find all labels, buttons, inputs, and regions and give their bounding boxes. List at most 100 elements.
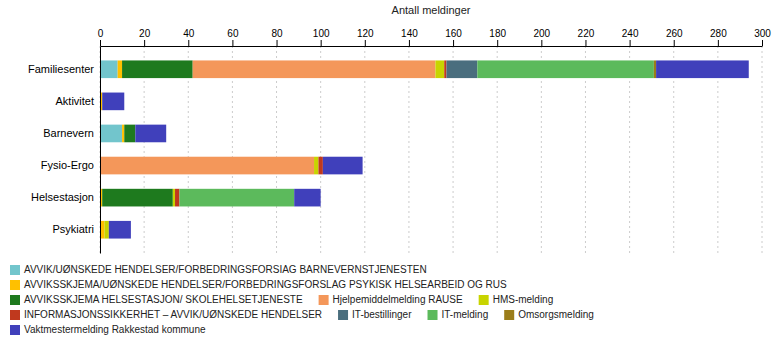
tick-label: Fysio-Ergo [41, 159, 94, 171]
tick: Helsestasjon [31, 191, 100, 203]
bar-segment [318, 157, 322, 175]
bar-segment [314, 157, 318, 175]
tick: 60 [227, 28, 239, 46]
legend: AVVIK/UØNSKEDE HENDELSER/FORBEDRINGSFORS… [10, 264, 594, 335]
tick: 300 [754, 28, 771, 46]
bars [100, 60, 749, 238]
tick-label: Helsestasjon [31, 191, 94, 203]
legend-item: Vaktmestermelding Rakkestad kommune [10, 324, 206, 335]
bar-segment [477, 60, 654, 78]
tick-mark [497, 40, 498, 46]
bar-segment [179, 189, 294, 207]
bar-segment [173, 189, 175, 207]
legend-label: Hjelpemiddelmelding RAUSE [333, 294, 463, 305]
bar-segment [654, 60, 656, 78]
tick-label: 120 [357, 28, 374, 39]
tick-label: 140 [401, 28, 418, 39]
tick-mark [365, 40, 366, 46]
legend-swatch [338, 310, 348, 320]
tick: 160 [445, 28, 462, 46]
legend-swatch [10, 295, 20, 305]
bar-segment [102, 189, 173, 207]
tick-mark [762, 40, 763, 46]
legend-swatch [10, 265, 20, 275]
bar-segment [109, 221, 131, 239]
bar-segment [446, 60, 477, 78]
tick-label: 100 [313, 28, 330, 39]
category-axis: FamiliesenterAktivitetBarnevernFysio-Erg… [28, 47, 101, 254]
legend-label: HMS-melding [493, 294, 554, 305]
bar-segment [122, 125, 124, 143]
bar-segment [100, 157, 314, 175]
bar-segment [435, 60, 444, 78]
tick-label: Familiesenter [28, 63, 94, 75]
legend-item: INFORMASJONSSIKKERHET – AVVIK/UØNSKEDE H… [10, 309, 322, 320]
bar-segment [124, 125, 135, 143]
tick-label: 40 [183, 28, 195, 39]
legend-item: AVVIK/UØNSKEDE HENDELSER/FORBEDRINGSFORS… [10, 264, 427, 275]
legend-swatch [10, 310, 20, 320]
tick-mark [674, 40, 675, 46]
legend-swatch [10, 325, 20, 335]
bar-segment [193, 60, 436, 78]
bar-segment [118, 60, 122, 78]
legend-item: AVVIKSSKJEMA HELSESTASJON/ SKOLEHELSETJE… [10, 294, 303, 305]
tick-label: 20 [139, 28, 151, 39]
legend-swatch [428, 310, 438, 320]
tick-mark [188, 40, 189, 46]
tick-label: 0 [98, 28, 104, 39]
tick: Barnevern [43, 127, 100, 139]
tick-mark [232, 40, 233, 46]
legend-label: Vaktmestermelding Rakkestad kommune [24, 324, 206, 335]
tick: 100 [313, 28, 330, 46]
legend-swatch [479, 295, 489, 305]
grid-line [100, 46, 101, 253]
bar-segment [444, 60, 446, 78]
tick-mark [100, 40, 101, 46]
legend-label: Omsorgsmelding [518, 309, 594, 320]
legend-item: IT-melding [428, 309, 489, 320]
legend-swatch [10, 280, 20, 290]
tick: 280 [710, 28, 727, 46]
tick: 140 [401, 28, 418, 46]
tick-mark [453, 40, 454, 46]
tick: 120 [357, 28, 374, 46]
tick-mark [277, 40, 278, 46]
value-axis: 0204060801001201401601802002202402602803… [98, 28, 772, 47]
legend-item: AVVIKSSKJEMA/UØNSKEDE HENDELSER/FORBEDRI… [10, 279, 507, 290]
tick-label: 200 [533, 28, 550, 39]
legend-label: IT-melding [442, 309, 489, 320]
tick-label: 160 [445, 28, 462, 39]
tick-label: 300 [754, 28, 771, 39]
legend-label: AVVIKSSKJEMA/UØNSKEDE HENDELSER/FORBEDRI… [24, 279, 507, 290]
tick: Familiesenter [28, 63, 100, 75]
tick-label: 80 [271, 28, 283, 39]
grid-line [762, 46, 763, 253]
bar-segment [100, 60, 118, 78]
bar-segment [104, 221, 108, 239]
grid [100, 46, 762, 253]
tick-label: 60 [227, 28, 239, 39]
legend-item: IT-bestillinger [338, 309, 412, 320]
tick: 20 [139, 28, 151, 46]
tick-mark [585, 40, 586, 46]
tick: 80 [271, 28, 283, 46]
axis-title: Antall meldinger [392, 4, 471, 16]
tick-label: 180 [489, 28, 506, 39]
tick-label: Barnevern [43, 127, 94, 139]
tick: Fysio-Ergo [41, 159, 100, 171]
legend-label: AVVIK/UØNSKEDE HENDELSER/FORBEDRINGSFORS… [24, 264, 427, 275]
tick-label: Psykiatri [52, 223, 94, 235]
legend-label: INFORMASJONSSIKKERHET – AVVIK/UØNSKEDE H… [24, 309, 322, 320]
tick: Psykiatri [52, 223, 100, 235]
bar-segment [656, 60, 749, 78]
tick: 200 [533, 28, 550, 46]
bar-segment [323, 157, 363, 175]
chart: AVVIK/UØNSKEDE HENDELSER/FORBEDRINGSFORS… [0, 0, 784, 342]
legend-item: HMS-melding [479, 294, 554, 305]
legend-label: AVVIKSSKJEMA HELSESTASJON/ SKOLEHELSETJE… [24, 294, 303, 305]
axis-line [101, 46, 763, 47]
tick: 260 [666, 28, 683, 46]
legend-item: Hjelpemiddelmelding RAUSE [319, 294, 463, 305]
bar-segment [294, 189, 320, 207]
